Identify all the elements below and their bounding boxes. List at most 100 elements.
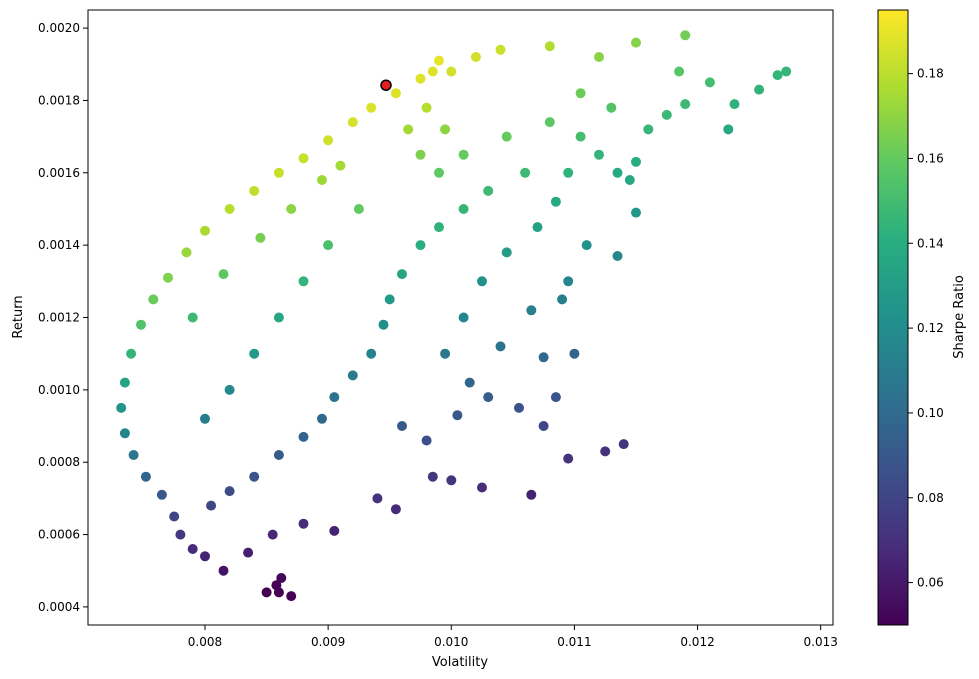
data-point (434, 167, 444, 178)
x-tick-label: 0.008 (188, 635, 222, 649)
data-point (271, 580, 282, 591)
data-point (329, 392, 340, 403)
colorbar: 0.06 0.08 0.10 0.12 0.14 0.16 0.18 Sharpe Rati… (877, 9, 967, 626)
data-point (464, 377, 475, 388)
data-point (323, 135, 334, 146)
data-point (218, 269, 229, 280)
data-point (397, 269, 407, 280)
data-point (249, 348, 260, 359)
data-point (643, 124, 654, 135)
data-point (156, 489, 167, 500)
data-point (200, 225, 210, 236)
x-tick-label: 0.011 (557, 635, 591, 649)
data-point (434, 222, 444, 233)
y-tick-label: 0.0012 (38, 311, 80, 325)
data-point (495, 44, 506, 55)
y-tick-label: 0.0020 (38, 21, 80, 35)
x-tick-label: 0.012 (680, 635, 714, 649)
data-point (470, 52, 481, 62)
colorbar-tick-label: 0.18 (917, 67, 944, 81)
data-point (200, 551, 210, 562)
colorbar-tick-label: 0.16 (917, 151, 944, 165)
data-point (544, 117, 555, 128)
data-point (680, 30, 691, 41)
data-point (612, 167, 623, 178)
data-point (427, 66, 438, 77)
data-point (440, 124, 451, 135)
data-point (550, 196, 561, 207)
y-axis-label: Return (11, 295, 26, 338)
data-point (575, 131, 586, 142)
data-point (415, 149, 426, 160)
data-point (128, 450, 139, 460)
colorbar-ticks: 0.06 0.08 0.10 0.12 0.14 0.16 0.18 (908, 67, 944, 590)
data-point (440, 348, 451, 359)
data-point (249, 471, 260, 482)
data-point (483, 392, 494, 403)
data-point (163, 272, 173, 283)
data-point (181, 247, 192, 258)
data-point (661, 109, 672, 120)
data-point (680, 99, 691, 110)
data-point (704, 77, 715, 88)
colorbar-label: Sharpe Ratio (952, 275, 967, 359)
data-point (366, 102, 377, 113)
data-point (347, 117, 358, 128)
x-tick-label: 0.013 (804, 635, 838, 649)
data-point (631, 156, 641, 167)
data-point (126, 348, 137, 359)
data-point (187, 312, 198, 323)
y-tick-label: 0.0014 (38, 238, 80, 252)
data-point (175, 529, 186, 540)
data-point (366, 348, 377, 359)
data-point (224, 384, 235, 395)
data-point (329, 525, 340, 536)
data-point (298, 431, 309, 442)
data-point (384, 294, 395, 305)
colorbar-gradient (877, 9, 909, 626)
data-point (723, 124, 734, 135)
data-point (624, 175, 635, 185)
data-point (674, 66, 685, 77)
data-point (397, 421, 407, 431)
x-axis-label: Volatility (432, 655, 488, 670)
data-point (594, 149, 604, 160)
x-axis: 0.008 0.009 0.010 0.011 0.012 0.013 (188, 625, 838, 649)
plot-area (87, 9, 834, 626)
data-point (206, 500, 217, 511)
data-point (148, 294, 159, 305)
data-point (224, 204, 235, 214)
data-point (273, 167, 284, 178)
data-point (286, 204, 297, 214)
data-point (421, 435, 432, 446)
data-point (612, 251, 623, 261)
data-point (501, 247, 512, 258)
data-point (218, 565, 229, 576)
data-point (421, 102, 432, 113)
data-point (200, 413, 210, 424)
data-point (483, 185, 494, 196)
data-point (390, 504, 401, 515)
data-point (169, 511, 180, 522)
y-tick-label: 0.0006 (38, 528, 80, 542)
data-point (544, 41, 555, 52)
y-axis: 0.0004 0.0006 0.0008 0.0010 0.0012 0.0014 0.00… (38, 21, 88, 614)
data-point (729, 99, 740, 110)
data-point (323, 240, 334, 251)
data-point (563, 453, 574, 464)
y-tick-label: 0.0010 (38, 383, 80, 397)
data-point (390, 88, 401, 99)
data-point (575, 88, 586, 99)
data-point (600, 446, 611, 457)
data-point (520, 167, 531, 178)
data-point (298, 276, 309, 287)
data-point (477, 482, 487, 493)
data-point (261, 587, 272, 598)
colorbar-tick-label: 0.12 (917, 321, 944, 335)
data-point (224, 486, 235, 497)
data-point (563, 167, 574, 178)
x-tick-label: 0.010 (434, 635, 468, 649)
colorbar-tick-label: 0.10 (917, 406, 944, 420)
data-point (754, 84, 765, 95)
data-point (378, 319, 389, 330)
